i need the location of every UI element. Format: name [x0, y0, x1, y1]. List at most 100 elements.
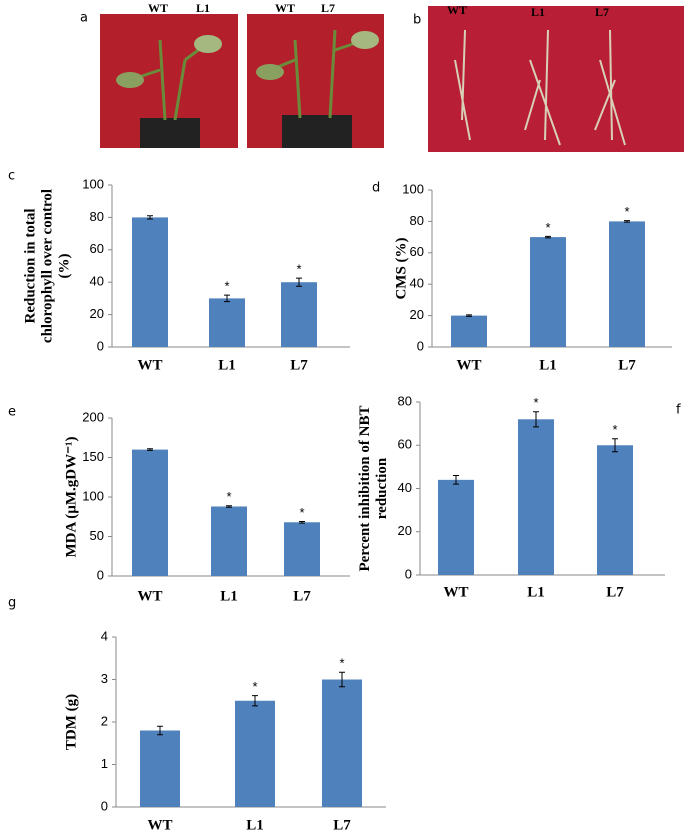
y-tick-label: 150 — [82, 449, 104, 464]
significance-mark: * — [339, 656, 344, 671]
error-bar — [545, 235, 551, 239]
panel-label: b — [413, 13, 421, 28]
panel-label: f — [676, 403, 681, 418]
x-tick-label: WT — [443, 584, 468, 600]
y-axis-label: TDM (g) — [63, 694, 79, 750]
y-tick-label: 40 — [398, 480, 412, 495]
bar — [518, 419, 554, 575]
significance-mark: * — [224, 279, 229, 294]
y-tick-label: 0 — [101, 798, 108, 813]
x-tick-label: L1 — [218, 357, 236, 373]
y-tick-label: 40 — [90, 274, 104, 289]
significance-mark: * — [296, 262, 301, 277]
y-tick-label: 20 — [90, 306, 104, 321]
y-axis-label: MDA (µM.gDW⁻¹) — [63, 436, 79, 557]
y-tick-label: 0 — [97, 338, 104, 353]
error-bar — [252, 695, 258, 707]
error-bar — [299, 520, 305, 524]
x-tick-label: L1 — [527, 584, 545, 600]
bar — [140, 730, 180, 807]
y-axis-label: reduction — [374, 457, 390, 519]
bar — [211, 506, 247, 576]
error-bar — [533, 411, 539, 428]
significance-mark: * — [612, 422, 617, 437]
y-tick-label: 50 — [90, 528, 104, 543]
x-tick-label: WT — [137, 588, 162, 604]
x-tick-label: L1 — [246, 817, 264, 833]
bar — [597, 445, 633, 575]
bar — [132, 217, 168, 347]
y-tick-label: 20 — [398, 523, 412, 538]
y-tick-label: 80 — [410, 213, 424, 228]
x-tick-label: L7 — [618, 357, 636, 373]
significance-mark: * — [252, 679, 257, 694]
y-tick-label: 20 — [410, 307, 424, 322]
y-tick-label: 80 — [90, 209, 104, 224]
photo — [428, 6, 684, 152]
x-tick-label: L1 — [539, 357, 557, 373]
photo-label: L1 — [196, 1, 210, 15]
y-tick-label: 80 — [398, 393, 412, 408]
error-bar — [612, 438, 618, 453]
y-tick-label: 0 — [405, 566, 412, 581]
x-tick-label: L7 — [606, 584, 624, 600]
x-tick-label: WT — [137, 357, 162, 373]
y-tick-label: 60 — [398, 437, 412, 452]
error-bar — [466, 314, 472, 317]
error-bar — [224, 294, 230, 303]
significance-mark: * — [545, 220, 550, 235]
error-bar — [226, 505, 232, 508]
error-bar — [453, 475, 459, 485]
y-tick-label: 4 — [101, 628, 108, 643]
photo-label: L1 — [531, 5, 545, 19]
error-bar — [147, 448, 153, 451]
y-axis-label: CMS (%) — [393, 237, 409, 299]
y-axis-label: Percent inhibition of NBT — [357, 406, 373, 572]
y-tick-label: 40 — [410, 276, 424, 291]
bar — [322, 679, 362, 807]
x-tick-label: WT — [147, 817, 172, 833]
y-tick-label: 1 — [101, 756, 108, 771]
x-tick-label: L1 — [220, 588, 238, 604]
y-tick-label: 200 — [82, 409, 104, 424]
panel-label: a — [80, 11, 88, 26]
panel-label: c — [8, 169, 15, 184]
photo-label: WT — [148, 1, 168, 15]
y-tick-label: 100 — [82, 488, 104, 503]
bar — [530, 237, 566, 347]
significance-mark: * — [299, 505, 304, 520]
bar — [438, 479, 474, 575]
panel-label: d — [372, 181, 380, 196]
error-bar — [147, 215, 153, 220]
panel-label: e — [8, 405, 16, 420]
error-bar — [339, 671, 345, 688]
photo-label: L7 — [321, 1, 335, 15]
photo-label: WT — [275, 1, 295, 15]
bar — [209, 298, 245, 347]
photo — [247, 14, 384, 148]
y-axis-label: chlorophyll over control — [39, 189, 55, 343]
significance-mark: * — [226, 489, 231, 504]
error-bar — [157, 725, 163, 736]
x-tick-label: L7 — [333, 817, 351, 833]
y-axis-label: (%) — [56, 254, 72, 279]
y-tick-label: 0 — [417, 338, 424, 353]
bar — [281, 282, 317, 347]
y-tick-label: 60 — [410, 244, 424, 259]
y-tick-label: 3 — [101, 671, 108, 686]
photo-label: WT — [447, 3, 467, 17]
error-bar — [624, 220, 630, 223]
y-tick-label: 100 — [402, 181, 424, 196]
x-tick-label: L7 — [290, 357, 308, 373]
y-tick-label: 0 — [97, 567, 104, 582]
x-tick-label: WT — [456, 357, 481, 373]
y-tick-label: 2 — [101, 713, 108, 728]
panel-label: g — [8, 596, 16, 611]
photo-label: L7 — [595, 5, 609, 19]
error-bar — [296, 277, 302, 287]
x-tick-label: L7 — [293, 588, 311, 604]
y-axis-label: Reduction in total — [22, 208, 38, 323]
bar — [132, 449, 168, 576]
